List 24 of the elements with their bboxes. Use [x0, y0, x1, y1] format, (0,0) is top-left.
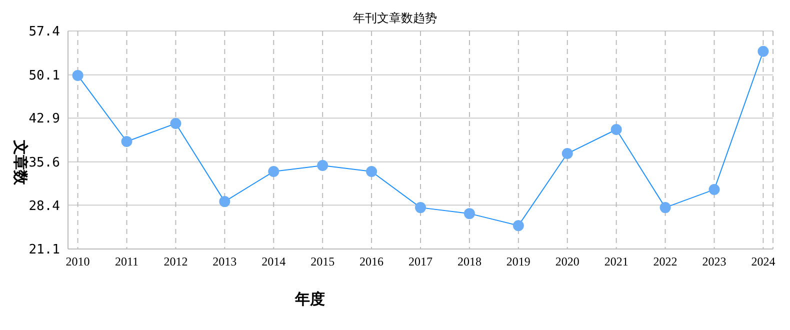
x-axis-title: 年度 — [294, 290, 325, 308]
x-tick-label: 2014 — [262, 254, 286, 269]
x-tick-label: 2022 — [653, 254, 678, 269]
x-tick-label: 2020 — [555, 254, 580, 269]
y-tick-label: 35.6 — [28, 156, 60, 171]
y-tick-label: 57.4 — [28, 24, 60, 40]
x-tick-label: 2018 — [457, 254, 482, 269]
y-axis-title: 文章数 — [12, 139, 30, 186]
x-tick-label: 2017 — [408, 254, 432, 269]
x-tick-label: 2010 — [66, 254, 90, 269]
x-tick-label: 2023 — [702, 254, 726, 269]
y-tick-label: 21.1 — [28, 242, 60, 258]
x-tick-label: 2021 — [604, 254, 628, 269]
x-tick-label: 2011 — [114, 254, 139, 269]
chart-title: 年刊文章数趋势 — [353, 11, 437, 25]
x-tick-label: 2024 — [751, 254, 776, 269]
y-tick-label: 50.1 — [28, 68, 60, 84]
x-tick-label: 2013 — [212, 254, 237, 269]
y-tick-label: 42.9 — [28, 112, 60, 127]
x-tick-label: 2016 — [360, 254, 384, 269]
x-tick-label: 2019 — [506, 254, 530, 269]
y-tick-label: 28.4 — [28, 198, 60, 214]
x-tick-label: 2015 — [310, 254, 335, 269]
x-tick-label: 2012 — [164, 254, 188, 269]
